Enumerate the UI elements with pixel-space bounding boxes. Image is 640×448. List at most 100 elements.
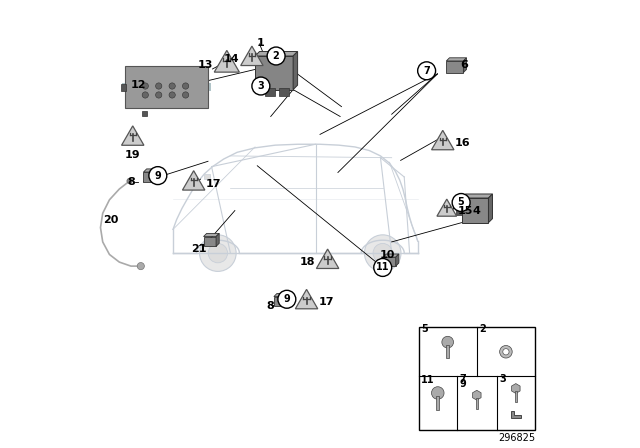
FancyBboxPatch shape — [419, 327, 535, 430]
FancyBboxPatch shape — [280, 88, 289, 96]
Circle shape — [200, 235, 236, 271]
FancyBboxPatch shape — [461, 198, 488, 223]
Text: 11: 11 — [421, 375, 435, 385]
Text: 296825: 296825 — [498, 433, 535, 443]
Circle shape — [208, 243, 228, 263]
Text: 1: 1 — [257, 38, 264, 47]
Text: 9: 9 — [154, 171, 161, 181]
Circle shape — [156, 83, 162, 89]
Polygon shape — [463, 58, 467, 73]
Circle shape — [252, 77, 270, 95]
Circle shape — [364, 235, 401, 271]
Text: 6: 6 — [460, 60, 468, 70]
FancyBboxPatch shape — [515, 391, 517, 402]
Text: 14: 14 — [224, 54, 239, 64]
Text: 20: 20 — [103, 215, 118, 224]
Polygon shape — [204, 233, 220, 237]
Text: 13: 13 — [198, 60, 213, 70]
Polygon shape — [157, 169, 160, 182]
Polygon shape — [274, 293, 289, 297]
Polygon shape — [396, 254, 399, 266]
Polygon shape — [216, 233, 220, 246]
Polygon shape — [255, 52, 298, 56]
Text: 7: 7 — [423, 66, 430, 76]
Polygon shape — [488, 194, 493, 223]
FancyBboxPatch shape — [125, 66, 208, 108]
Text: 9: 9 — [460, 379, 467, 389]
FancyBboxPatch shape — [456, 206, 463, 215]
Circle shape — [374, 258, 392, 276]
Circle shape — [142, 83, 148, 89]
Circle shape — [442, 336, 454, 348]
Text: 2: 2 — [479, 324, 486, 334]
Polygon shape — [511, 411, 521, 418]
Polygon shape — [446, 58, 467, 61]
Polygon shape — [316, 249, 339, 268]
Text: 15: 15 — [458, 206, 474, 215]
Text: 12: 12 — [131, 80, 147, 90]
Circle shape — [149, 167, 167, 185]
Circle shape — [503, 349, 509, 355]
Text: 11: 11 — [376, 263, 390, 272]
Text: 8: 8 — [266, 301, 274, 310]
FancyBboxPatch shape — [255, 56, 293, 90]
Circle shape — [500, 345, 512, 358]
Text: 17: 17 — [206, 179, 221, 189]
FancyBboxPatch shape — [201, 83, 211, 91]
Text: 5: 5 — [458, 198, 465, 207]
Text: 8: 8 — [127, 177, 135, 187]
Text: 10: 10 — [380, 250, 395, 260]
FancyBboxPatch shape — [204, 237, 216, 246]
Text: 16: 16 — [455, 138, 471, 148]
Polygon shape — [182, 171, 205, 190]
Circle shape — [418, 62, 436, 80]
Circle shape — [137, 263, 145, 270]
FancyBboxPatch shape — [121, 84, 126, 91]
Circle shape — [452, 194, 470, 211]
Polygon shape — [437, 199, 457, 216]
FancyBboxPatch shape — [265, 88, 275, 96]
Polygon shape — [143, 169, 160, 172]
Circle shape — [267, 47, 285, 65]
Polygon shape — [296, 289, 317, 309]
Circle shape — [142, 92, 148, 98]
FancyBboxPatch shape — [383, 257, 396, 266]
Circle shape — [431, 387, 444, 399]
FancyBboxPatch shape — [476, 398, 478, 409]
Polygon shape — [383, 254, 399, 257]
Circle shape — [169, 92, 175, 98]
Polygon shape — [461, 194, 493, 198]
Polygon shape — [204, 174, 210, 179]
FancyBboxPatch shape — [446, 345, 449, 358]
Circle shape — [182, 83, 189, 89]
Circle shape — [169, 83, 175, 89]
Text: 9: 9 — [284, 294, 290, 304]
FancyBboxPatch shape — [436, 396, 439, 410]
Circle shape — [182, 92, 189, 98]
Circle shape — [156, 92, 162, 98]
Text: 17: 17 — [319, 297, 335, 307]
Text: 19: 19 — [125, 150, 141, 160]
FancyBboxPatch shape — [122, 83, 132, 91]
FancyBboxPatch shape — [141, 111, 147, 116]
FancyBboxPatch shape — [446, 61, 463, 73]
Text: 4: 4 — [473, 206, 481, 215]
Text: 3: 3 — [257, 81, 264, 91]
Text: 5: 5 — [421, 324, 428, 334]
Circle shape — [373, 243, 392, 263]
Text: 2: 2 — [273, 51, 280, 61]
Text: 7: 7 — [460, 374, 467, 384]
Circle shape — [127, 178, 132, 184]
Text: 3: 3 — [499, 374, 506, 384]
Polygon shape — [122, 126, 144, 145]
FancyBboxPatch shape — [143, 172, 157, 182]
Circle shape — [278, 290, 296, 308]
Text: 18: 18 — [300, 257, 316, 267]
Polygon shape — [287, 293, 289, 306]
Polygon shape — [214, 51, 239, 72]
FancyBboxPatch shape — [274, 297, 287, 306]
Polygon shape — [431, 130, 454, 150]
Text: 21: 21 — [191, 244, 207, 254]
Polygon shape — [241, 46, 263, 65]
Polygon shape — [293, 52, 298, 90]
